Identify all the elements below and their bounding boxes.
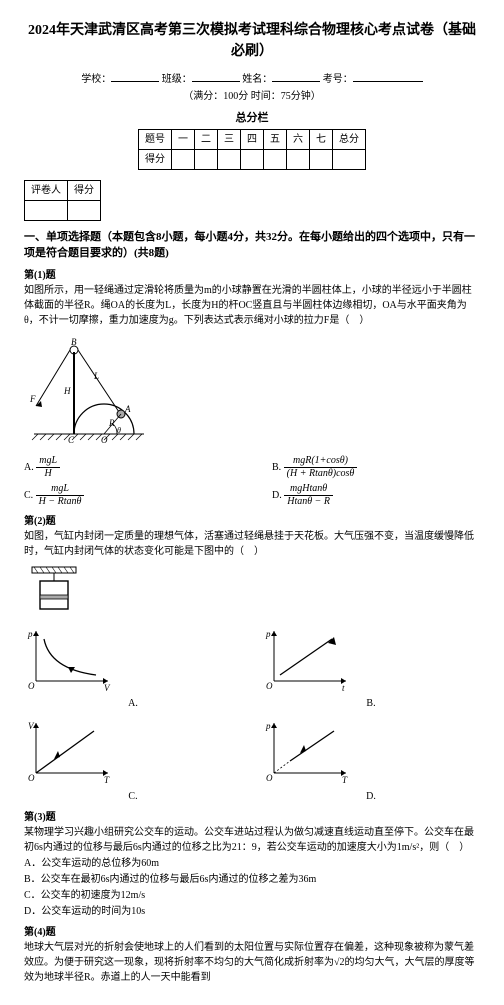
cell[interactable] [172, 149, 195, 169]
q1-body: 如图所示，用一轻绳通过定滑轮将质量为m的小球静置在光滑的半圆柱体上，小球的半径远… [24, 283, 480, 328]
fig-label: F [29, 394, 36, 404]
cell: 评卷人 [25, 180, 68, 200]
cell: 三 [218, 129, 241, 149]
q3-body: 某物理学习兴趣小组研究公交车的运动。公交车进站过程认为做匀减速直线运动直至停下。… [24, 825, 480, 855]
section-1-head: 一、单项选择题（本题包含8小题，每小题4分，共32分。在每小题给出的四个选项中，… [24, 229, 480, 262]
svg-text:t: t [342, 683, 345, 691]
opt-d[interactable]: D. mgHtanθHtanθ − R [272, 483, 480, 508]
name-label: 姓名： [242, 74, 272, 85]
cell[interactable] [218, 149, 241, 169]
q2-label: 第(2)题 [24, 514, 480, 529]
name-blank[interactable] [272, 70, 320, 82]
svg-text:p: p [265, 721, 271, 731]
cell: 二 [195, 129, 218, 149]
q1-figure: B F H L A C R θ O [24, 334, 480, 450]
score-caption: 总分栏 [24, 110, 480, 127]
examno-label: 考号： [323, 74, 353, 85]
student-meta-line: 学校： 班级： 姓名： 考号： [24, 70, 480, 87]
fig-label: B [71, 337, 77, 347]
fig-label: H [63, 386, 71, 396]
opt-c[interactable]: C. mgLH − Rtanθ [24, 483, 232, 508]
opt-c[interactable]: C．公交车的初速度为12m/s [24, 888, 480, 903]
fig-label: A [124, 404, 131, 414]
fig-label: R [108, 418, 115, 428]
q3-label: 第(3)题 [24, 810, 480, 825]
table-row: 得分 [139, 149, 366, 169]
cell[interactable] [241, 149, 264, 169]
cell: 六 [287, 129, 310, 149]
cell: 七 [310, 129, 333, 149]
class-label: 班级： [162, 74, 192, 85]
fig-label: θ [117, 426, 121, 435]
full-score-line: （满分：100分 时间：75分钟） [24, 89, 480, 104]
svg-text:p: p [265, 629, 271, 639]
q4-body: 地球大气层对光的折射会使地球上的人们看到的太阳位置与实际位置存在偏差，这种现象被… [24, 940, 480, 985]
svg-text:O: O [266, 773, 273, 783]
table-row: 评卷人 得分 [25, 180, 101, 200]
cell: 得分 [68, 180, 101, 200]
svg-text:O: O [266, 681, 273, 691]
table-row: 题号 一 二 三 四 五 六 七 总分 [139, 129, 366, 149]
school-label: 学校： [81, 74, 111, 85]
q3-options: A．公交车运动的总位移为60m B．公交车在最初6s内通过的位移与最后6s内通过… [24, 856, 480, 919]
q2-cylinder-figure [24, 565, 480, 619]
cell[interactable] [264, 149, 287, 169]
score-table: 题号 一 二 三 四 五 六 七 总分 得分 [138, 129, 366, 170]
fig-label: C [68, 435, 75, 444]
svg-text:T: T [104, 775, 110, 783]
svg-text:p: p [27, 629, 33, 639]
cell: 五 [264, 129, 287, 149]
svg-text:O: O [28, 681, 35, 691]
school-blank[interactable] [111, 70, 159, 82]
cell[interactable] [68, 200, 101, 220]
q1-options: A. mgLH B. mgR(1+cosθ)(H + Rtanθ)cosθ C.… [24, 455, 480, 508]
svg-text:O: O [28, 773, 35, 783]
q2-graphs: p V O A. p t O B. V T O C. [24, 625, 480, 804]
fig-label: L [93, 371, 99, 381]
q2-graph-b[interactable]: p t O B. [262, 625, 480, 712]
q2-graph-a[interactable]: p V O A. [24, 625, 242, 712]
cell[interactable] [195, 149, 218, 169]
svg-text:V: V [104, 683, 111, 691]
cell[interactable] [287, 149, 310, 169]
class-blank[interactable] [192, 70, 240, 82]
cell[interactable] [333, 149, 366, 169]
cell: 四 [241, 129, 264, 149]
svg-text:V: V [28, 721, 35, 731]
exam-title: 2024年天津武清区高考第三次模拟考试理科综合物理核心考点试卷（基础必刷） [24, 20, 480, 62]
cell: 得分 [139, 149, 172, 169]
cell: 一 [172, 129, 195, 149]
grader-table: 评卷人 得分 [24, 180, 101, 221]
opt-d[interactable]: D．公交车运动的时间为10s [24, 904, 480, 919]
q4-label: 第(4)题 [24, 925, 480, 940]
cell[interactable] [310, 149, 333, 169]
opt-a[interactable]: A. mgLH [24, 455, 232, 480]
table-row [25, 200, 101, 220]
cell: 总分 [333, 129, 366, 149]
fig-label: O [101, 435, 108, 444]
cell[interactable] [25, 200, 68, 220]
q1-label: 第(1)题 [24, 268, 480, 283]
opt-b[interactable]: B. mgR(1+cosθ)(H + Rtanθ)cosθ [272, 455, 480, 480]
opt-a[interactable]: A．公交车运动的总位移为60m [24, 856, 480, 871]
q2-body: 如图，气缸内封闭一定质量的理想气体，活塞通过轻绳悬挂于天花板。大气压强不变，当温… [24, 529, 480, 559]
q2-graph-d[interactable]: p T O D. [262, 717, 480, 804]
cell: 题号 [139, 129, 172, 149]
svg-text:T: T [342, 775, 348, 783]
q2-graph-c[interactable]: V T O C. [24, 717, 242, 804]
opt-b[interactable]: B．公交车在最初6s内通过的位移与最后6s内通过的位移之差为36m [24, 872, 480, 887]
examno-blank[interactable] [353, 70, 423, 82]
